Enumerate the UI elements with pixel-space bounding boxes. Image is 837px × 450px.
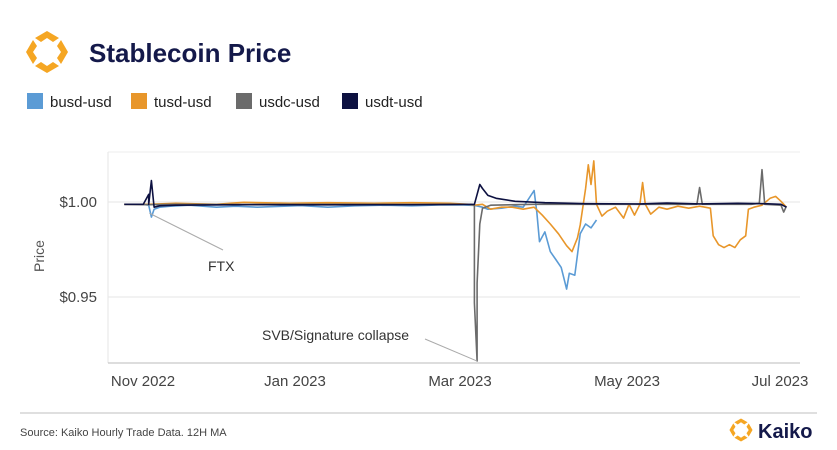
plot-area (107, 151, 800, 364)
annotation-svb: SVB/Signature collapse (262, 327, 409, 343)
y-axis-label: Price (31, 240, 47, 272)
kaiko-logo-icon (26, 31, 68, 73)
source-note: Source: Kaiko Hourly Trade Data. 12H MA (20, 427, 227, 439)
x-tick-label-mar-2023: Mar 2023 (428, 373, 491, 390)
legend-label-busd: busd-usd (50, 94, 112, 111)
legend-label-usdt: usdt-usd (365, 94, 423, 111)
legend-label-usdc: usdc-usd (259, 94, 320, 111)
x-tick-label-jan-2023: Jan 2023 (264, 373, 326, 390)
footer-logo-icon (729, 418, 753, 442)
series-line-usdt (124, 179, 787, 208)
legend-swatch-usdt (342, 93, 358, 109)
legend-swatch-tusd (131, 93, 147, 109)
chart-title: Stablecoin Price (89, 38, 291, 68)
annotation-leader-svb (424, 338, 478, 362)
y-tick-label-0-95: $0.95 (59, 289, 97, 306)
y-tick-label-1-00: $1.00 (59, 194, 97, 211)
annotation-leader-ftx (149, 212, 224, 251)
annotation-ftx: FTX (208, 258, 235, 274)
legend: busd-usd tusd-usd usdc-usd usdt-usd (27, 93, 423, 111)
x-tick-label-jul-2023: Jul 2023 (752, 373, 809, 390)
legend-label-tusd: tusd-usd (154, 94, 212, 111)
brand-wordmark: Kaiko (758, 421, 812, 443)
x-tick-label-nov-2022: Nov 2022 (111, 373, 175, 390)
legend-swatch-busd (27, 93, 43, 109)
x-tick-label-may-2023: May 2023 (594, 373, 660, 390)
legend-swatch-usdc (236, 93, 252, 109)
